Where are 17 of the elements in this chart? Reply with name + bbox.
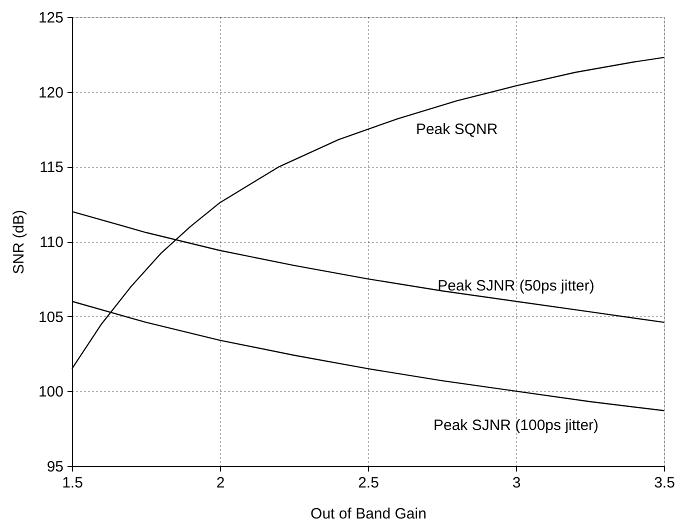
x-tick-label: 3.5 bbox=[654, 474, 675, 492]
x-tick-label: 1.5 bbox=[62, 474, 83, 492]
series-label: Peak SJNR (50ps jitter) bbox=[438, 277, 594, 294]
y-tick-label: 95 bbox=[46, 458, 64, 476]
y-tick-label: 100 bbox=[38, 384, 64, 401]
x-tick-label: 3 bbox=[512, 474, 521, 492]
y-tick-label: 105 bbox=[38, 308, 64, 326]
y-tick-label: 120 bbox=[38, 84, 64, 102]
y-tick-label: 110 bbox=[40, 234, 64, 251]
y-tick-label: 115 bbox=[40, 159, 64, 176]
y-tick-label: 125 bbox=[38, 10, 64, 26]
x-tick-label: 2.5 bbox=[358, 474, 379, 492]
series-label: Peak SJNR (100ps jitter) bbox=[433, 417, 599, 434]
y-axis-title: SNR (dB) bbox=[10, 210, 28, 274]
x-tick-label: 2 bbox=[216, 474, 225, 492]
series-label: Peak SQNR bbox=[416, 120, 498, 138]
x-axis-title: Out of Band Gain bbox=[310, 506, 426, 522]
